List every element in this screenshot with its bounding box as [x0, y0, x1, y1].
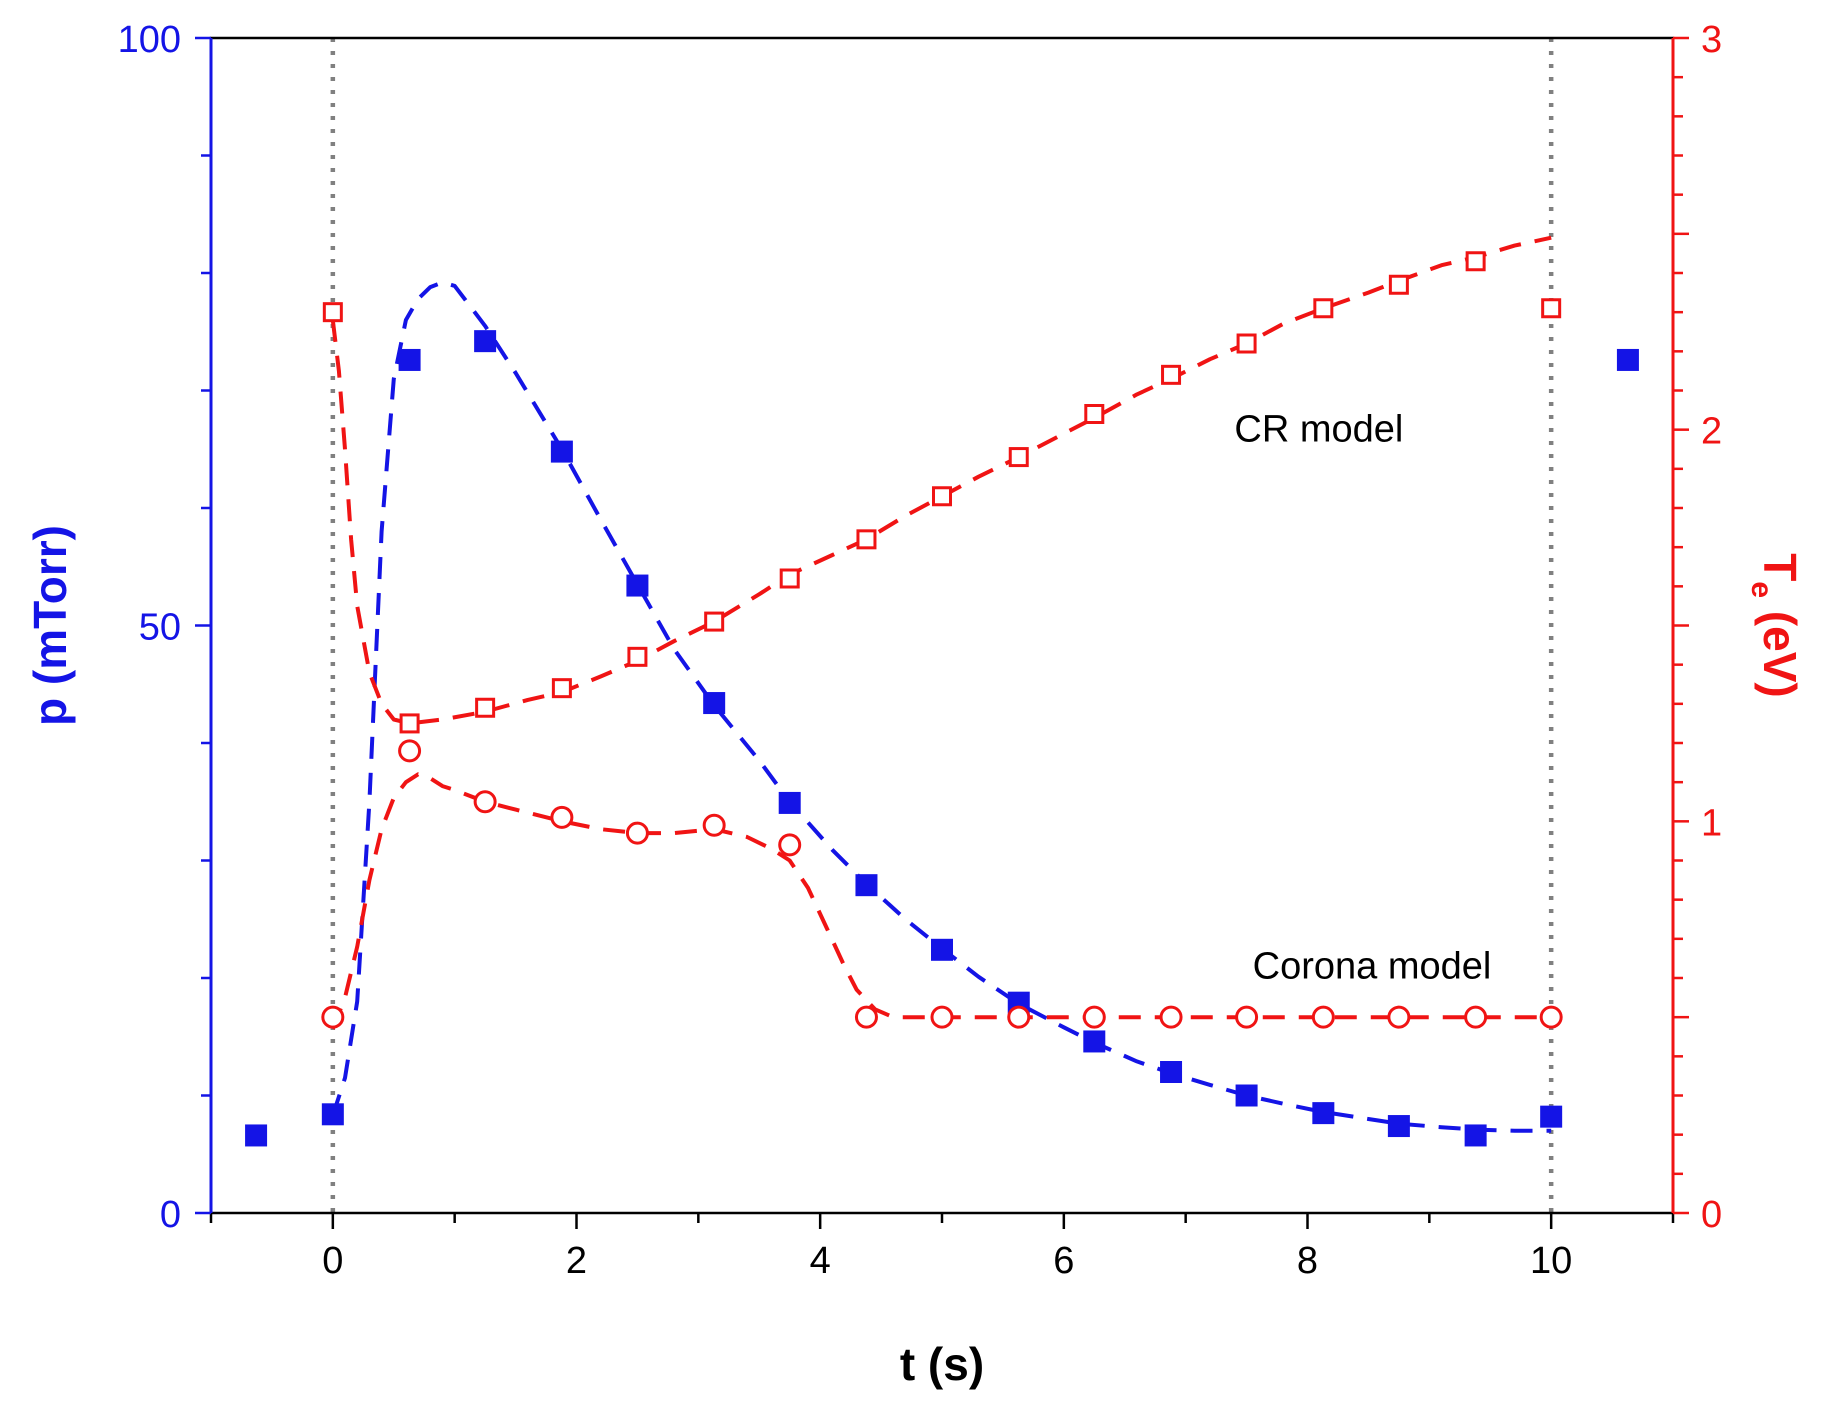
- right-axis-ticks: 0 1 2 3: [1673, 19, 1722, 1236]
- data-point-pressure: [398, 348, 421, 371]
- data-point-te-corona: [1082, 1005, 1106, 1029]
- data-point-pressure: [626, 574, 649, 597]
- data-point-pressure: [1083, 1030, 1106, 1053]
- data-point-te-cr: [1161, 364, 1182, 385]
- series-fit-line-1: [330, 280, 1552, 1133]
- data-point-te-corona: [625, 821, 649, 845]
- left-tick-label: 0: [160, 1194, 181, 1236]
- x-axis-label: t (s): [900, 1338, 984, 1390]
- data-point-pressure: [1540, 1105, 1563, 1128]
- plot-frame: [209, 36, 1675, 1215]
- data-point-te-corona: [778, 833, 802, 857]
- data-point-pressure: [1616, 348, 1639, 371]
- data-point-te-corona: [1007, 1005, 1031, 1029]
- x-tick-label: 2: [566, 1240, 587, 1282]
- data-point-pressure: [778, 791, 801, 814]
- data-point-te-cr: [856, 529, 877, 550]
- data-point-te-cr: [475, 697, 496, 718]
- right-axis-label: Te (eV): [1745, 553, 1806, 697]
- right-tick-label: 2: [1701, 411, 1722, 453]
- data-point-pressure: [550, 440, 573, 463]
- data-point-pressure: [703, 692, 726, 715]
- data-point-te-corona: [550, 805, 574, 829]
- x-tick-label: 0: [322, 1240, 343, 1282]
- annotations: CR model Corona model: [1234, 409, 1491, 988]
- data-point-te-cr: [1008, 447, 1029, 468]
- x-axis-ticks: 0 2 4 6 8 10: [209, 1213, 1675, 1282]
- data-point-te-corona: [1235, 1005, 1259, 1029]
- series-fit-line-5: [330, 772, 1552, 1030]
- data-point-te-cr: [627, 646, 648, 667]
- data-point-te-corona: [930, 1005, 954, 1029]
- data-point-te-corona: [854, 1005, 878, 1029]
- data-point-te-cr: [779, 568, 800, 589]
- data-point-te-corona: [473, 790, 497, 814]
- data-point-te-corona: [1387, 1005, 1411, 1029]
- right-tick-label: 1: [1701, 802, 1722, 844]
- left-tick-label: 50: [139, 607, 181, 649]
- data-point-te-corona: [321, 1005, 345, 1029]
- x-tick-label: 10: [1530, 1240, 1572, 1282]
- right-axis-label-unit: (eV): [1754, 598, 1806, 698]
- data-point-te-corona: [1311, 1005, 1335, 1029]
- data-point-te-cr: [399, 713, 420, 734]
- right-axis-label-subscript: e: [1745, 581, 1778, 598]
- reference-lines: [330, 38, 1554, 1213]
- series-fit-lines: [330, 235, 1552, 1133]
- data-point-te-cr: [1465, 251, 1486, 272]
- data-point-pressure: [1160, 1061, 1183, 1083]
- data-point-te-cr: [1541, 298, 1562, 319]
- data-point-pressure: [1235, 1084, 1258, 1107]
- data-point-te-cr: [551, 678, 572, 699]
- right-tick-label: 0: [1701, 1194, 1722, 1236]
- data-point-pressure: [1387, 1115, 1410, 1138]
- data-point-pressure: [321, 1103, 344, 1126]
- x-tick-label: 6: [1053, 1240, 1074, 1282]
- data-point-te-cr: [322, 302, 343, 323]
- data-point-te-cr: [704, 611, 725, 632]
- right-tick-label: 3: [1701, 19, 1722, 61]
- left-axis-ticks: 0 50 100: [118, 19, 211, 1236]
- right-axis-label-main: T: [1754, 553, 1806, 581]
- data-point-te-cr: [1084, 404, 1105, 424]
- annotation-cr-model: CR model: [1234, 409, 1403, 451]
- data-point-pressure: [245, 1124, 268, 1147]
- data-point-pressure: [931, 938, 953, 961]
- left-tick-label: 100: [118, 19, 181, 61]
- data-point-te-cr: [1313, 298, 1334, 319]
- data-point-te-corona: [1539, 1005, 1563, 1029]
- data-point-te-cr: [1388, 274, 1409, 295]
- x-tick-label: 4: [810, 1240, 831, 1282]
- data-point-te-cr: [1236, 333, 1257, 354]
- data-point-pressure: [474, 330, 497, 353]
- data-point-te-corona: [398, 739, 422, 763]
- data-point-te-corona: [702, 813, 726, 837]
- data-point-te-corona: [1159, 1005, 1183, 1029]
- data-point-te-corona: [1464, 1005, 1488, 1029]
- series-fit-line-3: [330, 235, 1552, 726]
- x-tick-label: 8: [1297, 1240, 1318, 1282]
- left-axis-label: p (mTorr): [24, 525, 76, 726]
- series-markers: [245, 251, 1639, 1147]
- data-point-pressure: [1464, 1124, 1487, 1147]
- data-point-pressure: [855, 874, 878, 897]
- data-point-pressure: [1312, 1102, 1335, 1125]
- annotation-corona-model: Corona model: [1253, 945, 1492, 987]
- data-point-te-cr: [932, 486, 952, 507]
